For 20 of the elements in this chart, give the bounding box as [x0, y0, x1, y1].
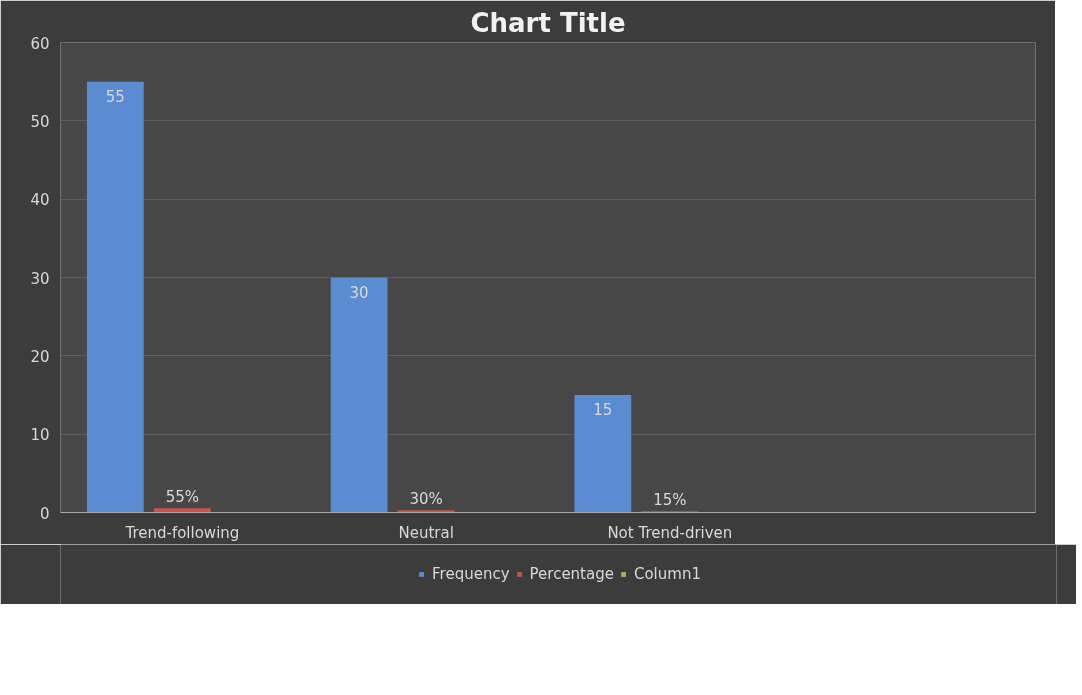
data-label: 30%: [409, 490, 443, 509]
y-tick-label: 40: [30, 191, 50, 210]
legend-label: Column1: [633, 565, 701, 583]
y-tick-label: 10: [30, 426, 50, 445]
legend-label: Frequency: [432, 565, 510, 583]
chart-title: Chart Title: [470, 7, 626, 38]
data-label: 55%: [165, 488, 200, 507]
data-label: 30: [349, 283, 369, 302]
x-tick-label: Trend-following: [124, 523, 240, 542]
x-tick-label: Not Trend-driven: [607, 523, 733, 542]
y-tick-label: 0: [39, 504, 50, 523]
y-tick-label: 30: [30, 269, 50, 288]
data-label: 15%: [653, 491, 687, 510]
y-tick-label: 20: [30, 347, 50, 366]
x-tick-label: Neutral: [398, 523, 454, 542]
legend-label: Percentage: [529, 565, 614, 583]
data-label: 15: [593, 401, 613, 419]
y-tick-label: 60: [30, 34, 50, 53]
data-label: 55: [105, 87, 125, 106]
y-tick-label: 50: [30, 112, 50, 131]
